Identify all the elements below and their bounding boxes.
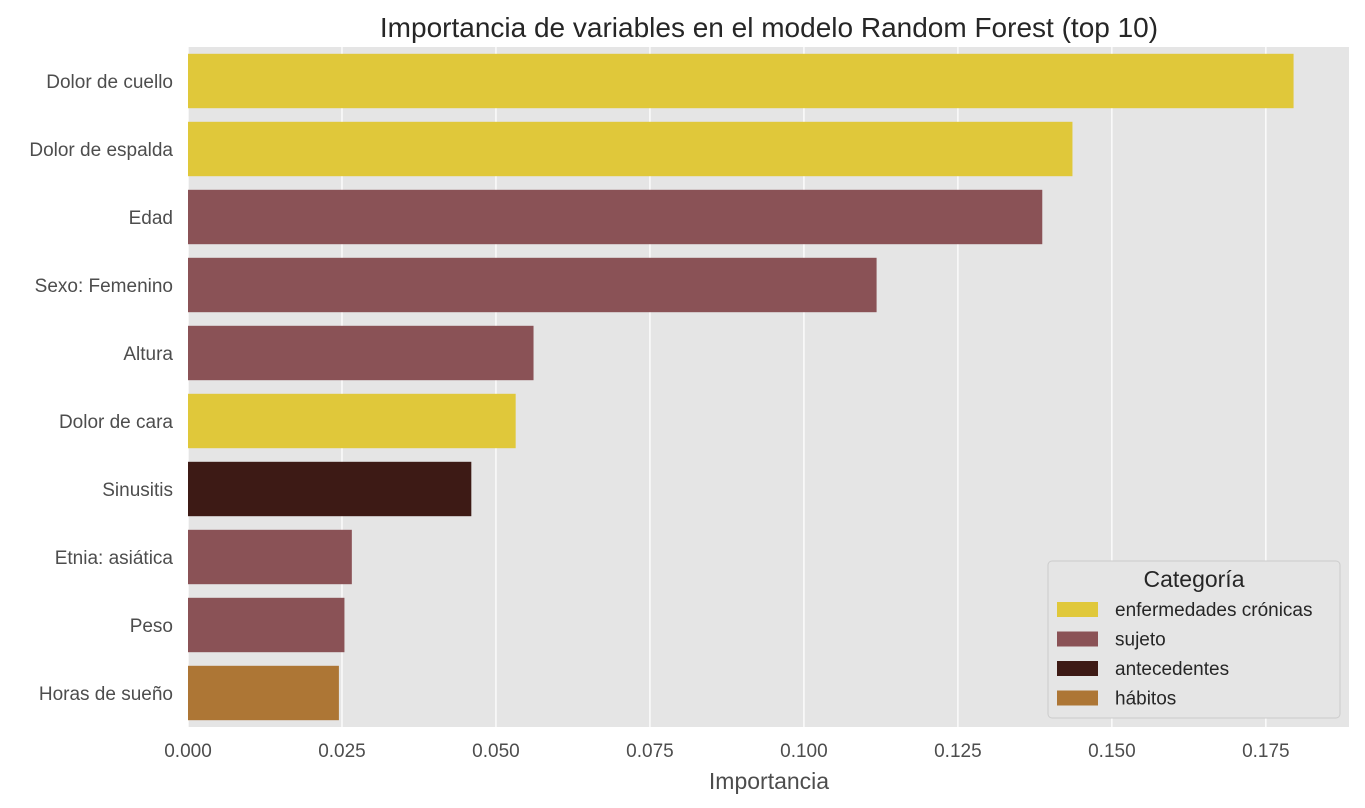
y-tick-label: Sexo: Femenino — [35, 276, 173, 297]
bar — [188, 665, 339, 721]
x-tick-label: 0.050 — [472, 741, 520, 762]
legend-title: Categoría — [1143, 566, 1244, 592]
bar — [188, 325, 534, 381]
bar — [188, 597, 345, 653]
y-tick-labels: Dolor de cuello Dolor de espalda Edad Sexo:… — [29, 72, 173, 705]
x-tick-label: 0.150 — [1088, 741, 1136, 762]
bar — [188, 189, 1043, 245]
bar — [188, 461, 472, 517]
y-tick-label: Peso — [130, 616, 173, 637]
x-tick-label: 0.125 — [934, 741, 982, 762]
chart-title: Importancia de variables en el modelo Ra… — [380, 12, 1158, 43]
legend: Categoría enfermedades crónicas sujeto ant… — [1047, 560, 1341, 719]
legend-swatch — [1057, 690, 1098, 706]
x-tick-labels: 0.000 0.025 0.050 0.075 0.100 0.125 0.150 0.175 — [164, 741, 1289, 762]
x-tick-label: 0.175 — [1242, 741, 1290, 762]
x-tick-label: 0.100 — [780, 741, 828, 762]
legend-label: hábitos — [1115, 689, 1176, 710]
legend-swatch — [1057, 661, 1098, 676]
y-tick-label: Dolor de espalda — [29, 140, 173, 161]
legend-label: antecedentes — [1115, 659, 1229, 680]
x-tick-label: 0.075 — [626, 741, 674, 762]
legend-label: enfermedades crónicas — [1115, 600, 1313, 621]
bar — [188, 121, 1073, 177]
x-tick-label: 0.000 — [164, 741, 212, 762]
bar — [188, 53, 1294, 109]
legend-label: sujeto — [1115, 630, 1166, 651]
x-axis-label: Importancia — [709, 768, 829, 794]
bar — [188, 529, 352, 585]
bar — [188, 257, 877, 313]
legend-swatch — [1057, 602, 1098, 617]
legend-swatch — [1057, 631, 1098, 647]
y-tick-label: Dolor de cuello — [46, 72, 173, 93]
y-tick-label: Dolor de cara — [59, 412, 173, 433]
y-tick-label: Altura — [123, 344, 173, 365]
y-tick-label: Edad — [129, 208, 173, 229]
legend-box — [1047, 560, 1341, 719]
x-tick-label: 0.025 — [318, 741, 366, 762]
bar — [188, 393, 516, 449]
y-tick-label: Etnia: asiática — [55, 548, 174, 569]
bars — [188, 53, 1294, 721]
y-tick-label: Horas de sueño — [39, 684, 173, 705]
y-tick-label: Sinusitis — [102, 480, 173, 501]
